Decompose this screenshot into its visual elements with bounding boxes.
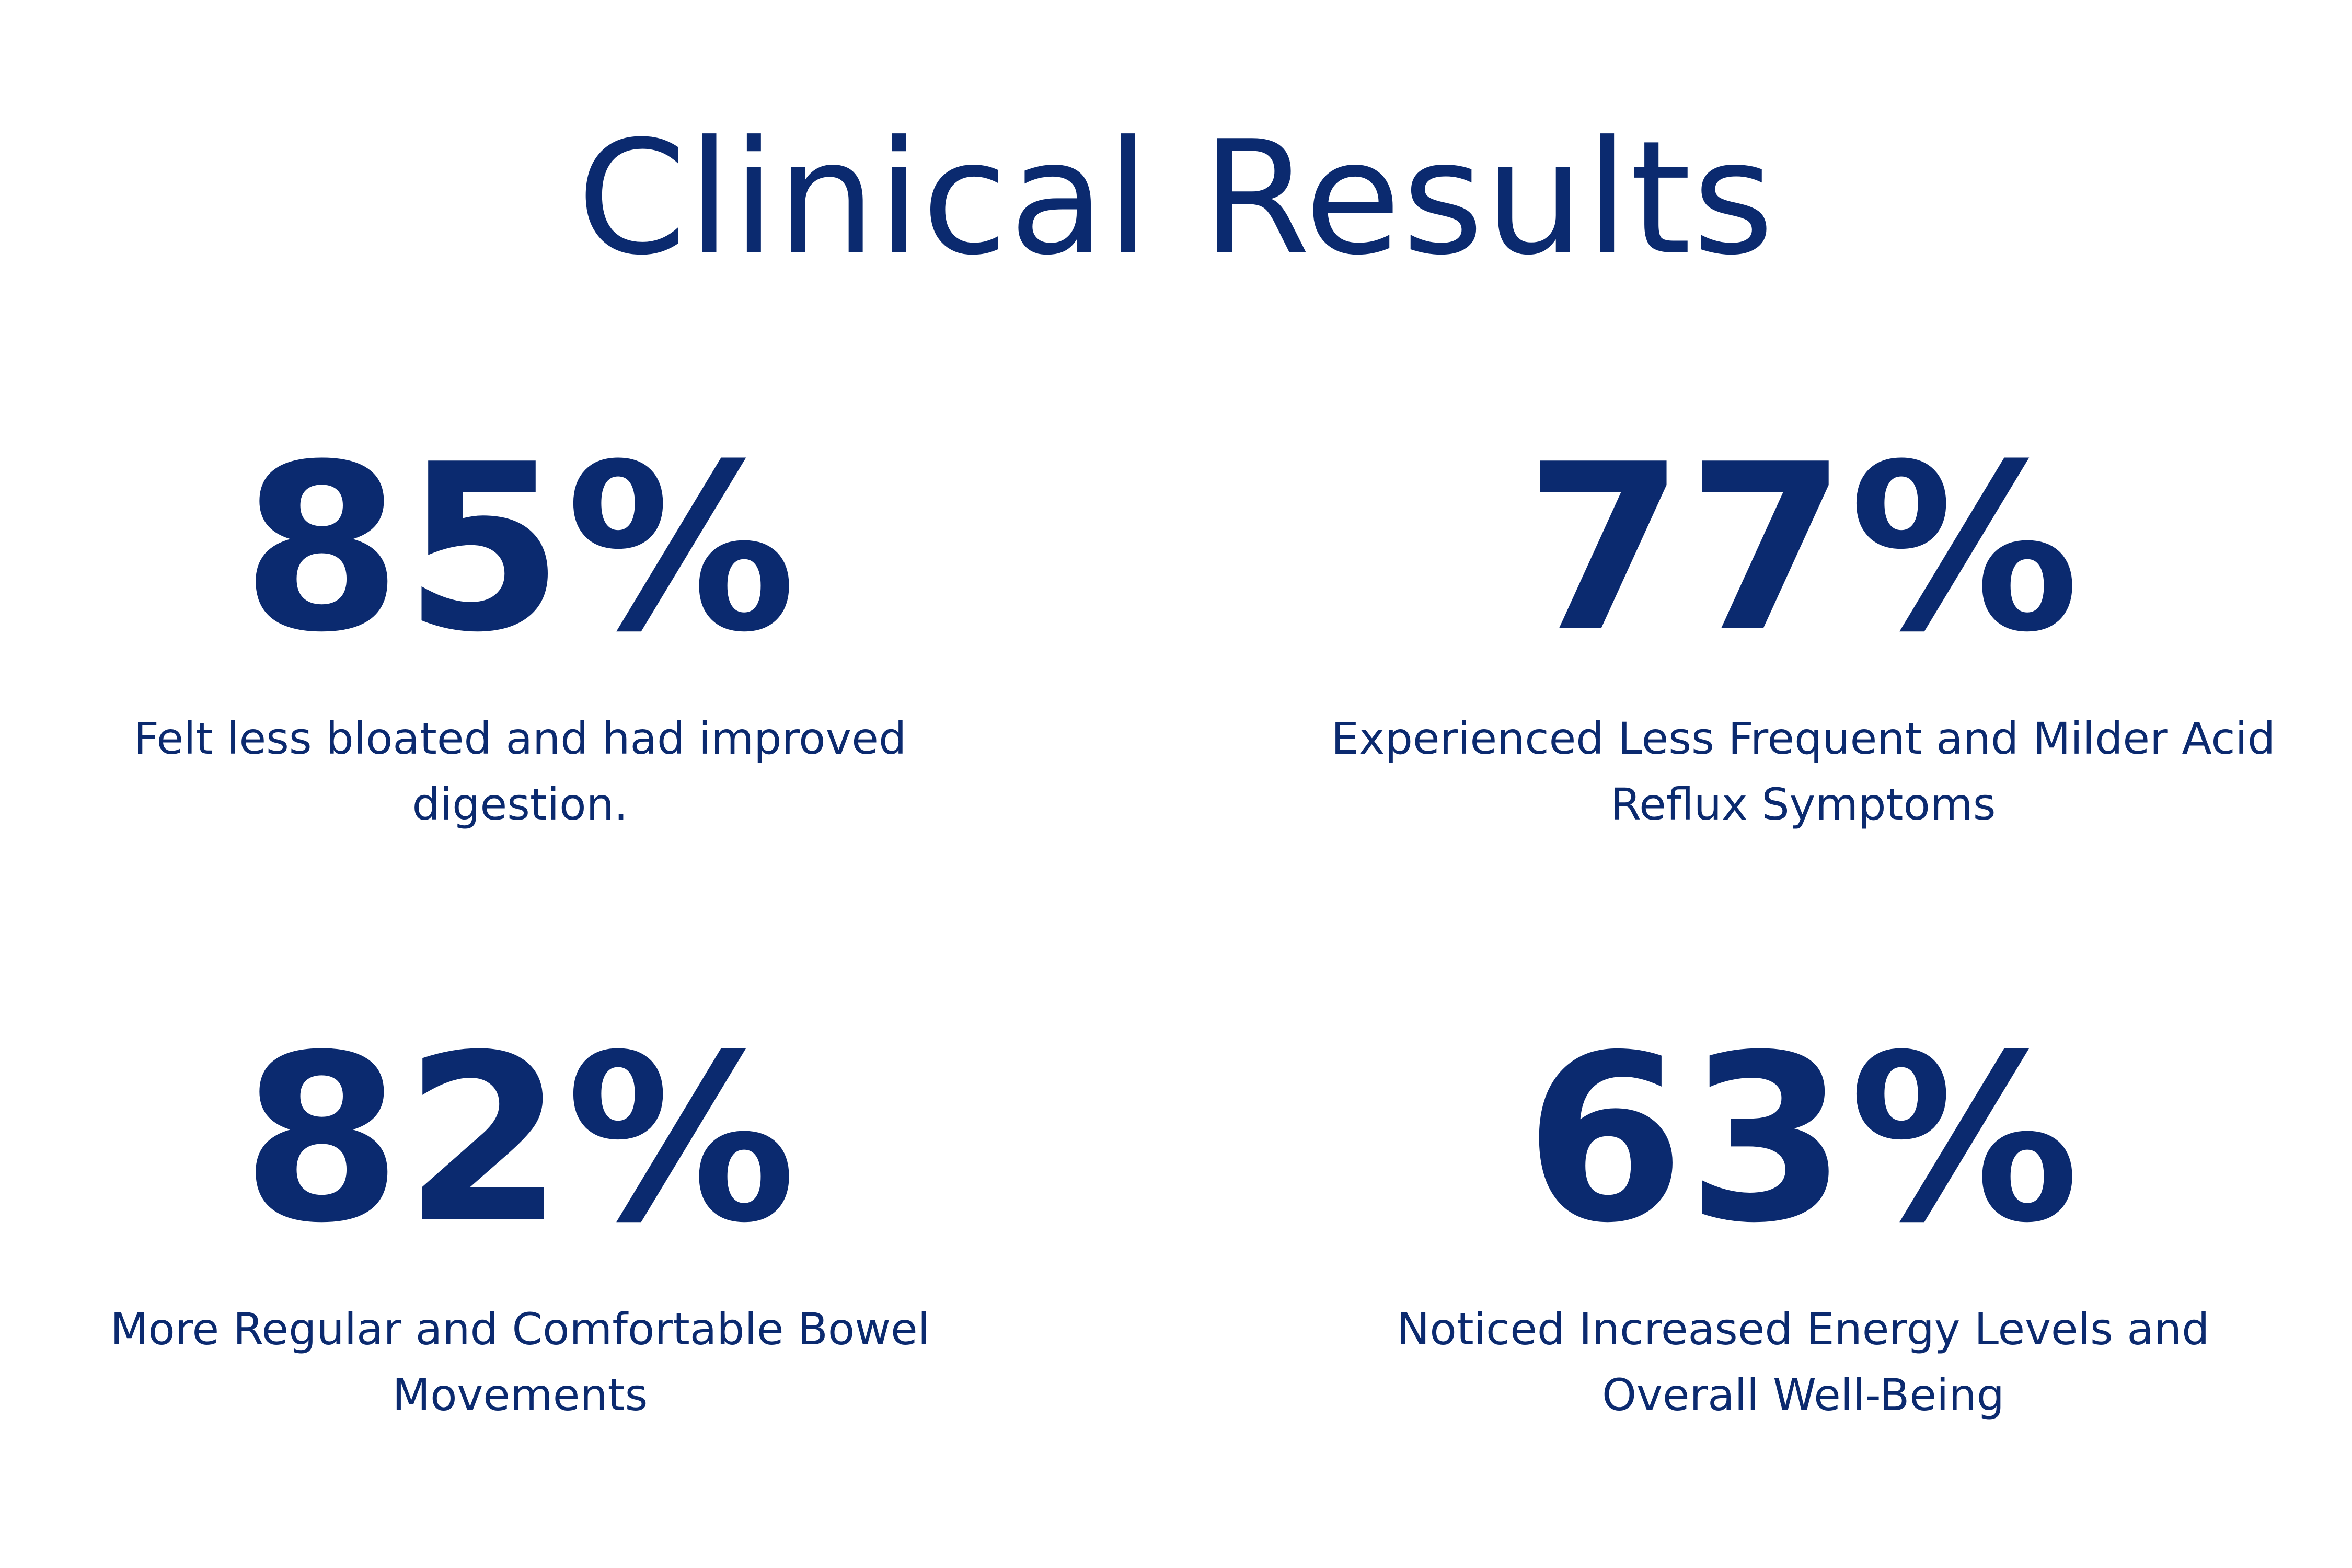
stat-value: 77% <box>1525 415 2082 683</box>
stat-description: More Regular and Comfortable Bowel Moveme… <box>0 1296 1108 1428</box>
description-line: Noticed Increased Energy Levels and <box>1397 1304 2210 1355</box>
page-title: Clinical Results <box>577 107 1775 290</box>
stat-value: 85% <box>241 415 799 683</box>
stat-description: Felt less bloated and had improved digest… <box>0 706 1108 837</box>
stat-description: Experienced Less Frequent and Milder Aci… <box>1215 706 2352 837</box>
stat-card: 77% Experienced Less Frequent and Milder … <box>1215 429 2352 837</box>
description-line: More Regular and Comfortable Bowel <box>110 1304 930 1355</box>
stat-card: 63% Noticed Increased Energy Levels and Ov… <box>1215 1019 2352 1428</box>
stat-value: 82% <box>241 1006 799 1273</box>
description-line: Overall Well-Being <box>1602 1369 2004 1421</box>
description-line: Reflux Symptoms <box>1610 779 1996 830</box>
description-line: Movements <box>392 1369 648 1421</box>
stat-card: 82% More Regular and Comfortable Bowel Mov… <box>0 1019 1108 1428</box>
description-line: Experienced Less Frequent and Milder Aci… <box>1331 713 2276 764</box>
stat-value: 63% <box>1525 1006 2082 1273</box>
description-line: Felt less bloated and had improved <box>133 713 907 764</box>
stat-card: 85% Felt less bloated and had improved dig… <box>0 429 1108 837</box>
stat-description: Noticed Increased Energy Levels and Overa… <box>1215 1296 2352 1428</box>
description-line: digestion. <box>412 779 628 830</box>
